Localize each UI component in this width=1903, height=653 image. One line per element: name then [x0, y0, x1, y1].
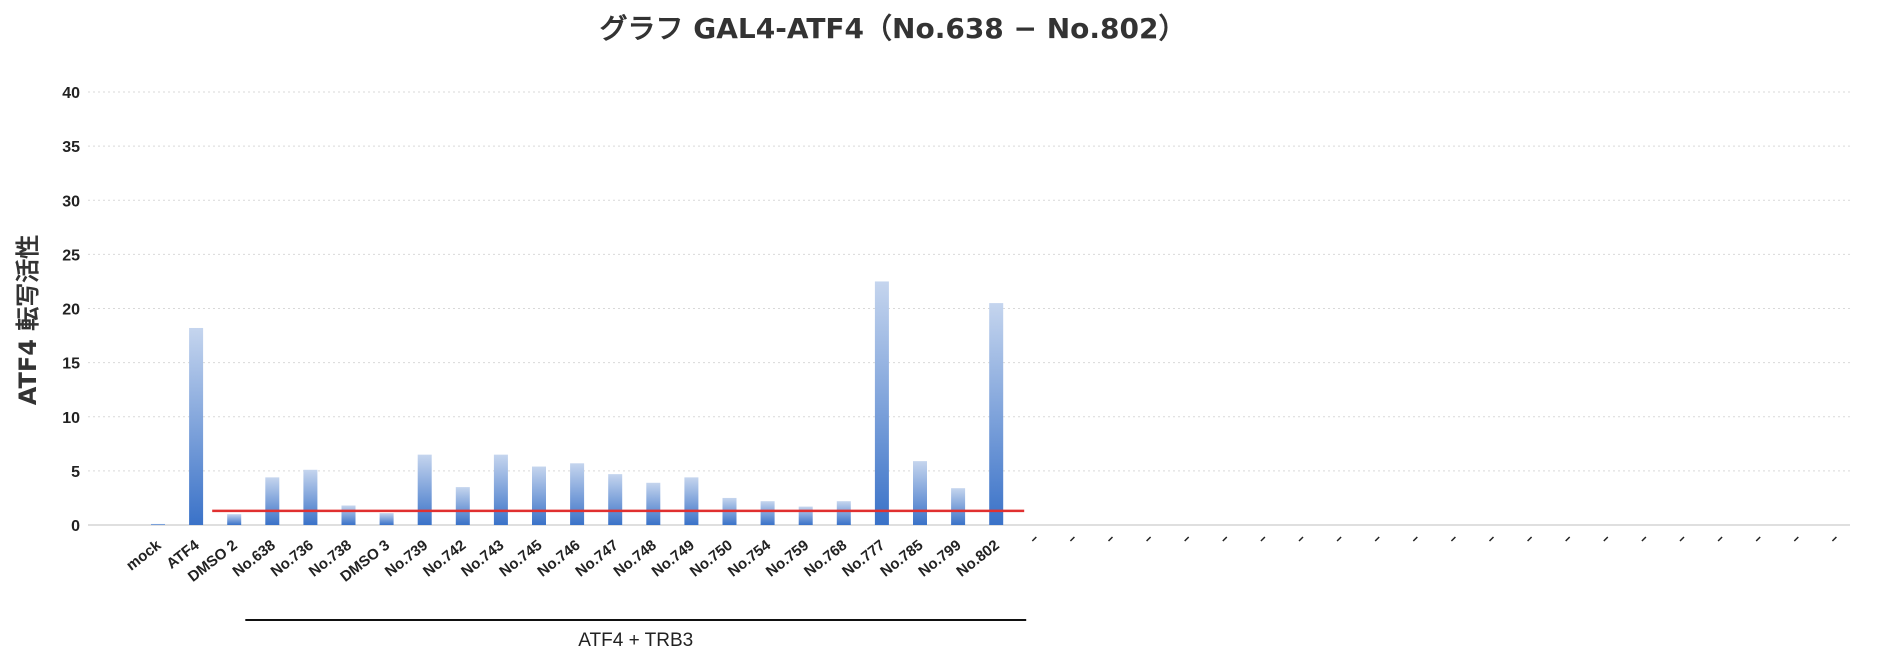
x-tick-mark: [1603, 536, 1609, 542]
x-tick-mark: [1146, 536, 1152, 542]
bar: [913, 461, 927, 525]
x-tick-label: No.743: [458, 537, 507, 581]
bars: [151, 281, 1004, 525]
x-tick-mark: [1412, 536, 1418, 542]
bar: [303, 469, 318, 525]
y-tick-label: 40: [62, 85, 80, 102]
x-tick-mark: [1069, 536, 1075, 542]
x-tick-mark: [1374, 536, 1380, 542]
x-tick-mark: [1679, 536, 1685, 542]
x-tick-mark: [1298, 536, 1304, 542]
bar: [151, 523, 165, 525]
x-tick-mark: [1031, 536, 1037, 542]
bar: [608, 474, 623, 525]
x-tick-label: No.768: [801, 537, 850, 581]
bar: [189, 327, 204, 525]
bar: [493, 454, 508, 525]
bar: [532, 466, 546, 525]
x-tick-mark: [1488, 536, 1495, 542]
y-tick-label: 5: [71, 464, 80, 481]
x-tick-mark: [1184, 536, 1190, 542]
x-tick-label: No.750: [687, 537, 736, 581]
grid-layer: [88, 91, 1850, 526]
y-tick-label: 20: [62, 302, 80, 319]
bar: [684, 477, 699, 525]
chart-title: グラフ GAL4-ATF4（No.638 − No.802）: [599, 12, 1186, 45]
bar: [951, 488, 966, 525]
x-tick-label: No.739: [382, 537, 431, 581]
y-tick-label: 0: [71, 518, 80, 535]
y-tick-label: 10: [62, 410, 80, 427]
y-axis-label: ATF4 転写活性: [14, 235, 42, 406]
x-tick-label: No.736: [268, 537, 317, 581]
x-tick-label: No.746: [534, 537, 583, 581]
bar: [227, 514, 242, 525]
x-tick-label: No.749: [649, 537, 698, 581]
bar: [798, 506, 813, 525]
bar: [989, 303, 1004, 525]
x-tick-label: No.748: [611, 537, 660, 581]
x-tick-mark: [1450, 536, 1456, 542]
x-tick-mark: [1527, 536, 1533, 542]
y-tick-label: 25: [62, 247, 80, 264]
x-tick-mark: [1717, 536, 1723, 542]
bar: [760, 501, 775, 525]
y-ticks: 0 5 10 15 20 25 30 35 40: [62, 85, 80, 535]
bar: [341, 505, 356, 525]
y-tick-label: 15: [62, 356, 80, 373]
bar: [417, 454, 432, 525]
x-tick-mark: [1107, 536, 1114, 542]
x-tick-mark: [1641, 536, 1647, 542]
x-tick-label: mock: [123, 536, 165, 574]
bar: [646, 482, 661, 525]
x-tick-mark: [1336, 536, 1342, 542]
x-tick-mark: [1222, 536, 1228, 542]
x-tick-label: No.802: [953, 537, 1002, 581]
bar: [570, 463, 585, 525]
x-tick-label: No.742: [420, 537, 469, 581]
x-tick-mark: [1755, 536, 1761, 542]
x-tick-label: No.747: [572, 537, 621, 581]
x-tick-label: No.799: [915, 537, 964, 581]
x-tick-label: No.777: [839, 537, 888, 581]
x-tick-label: No.745: [496, 537, 545, 581]
bar: [836, 501, 851, 525]
y-tick-label: 35: [62, 139, 80, 156]
x-tick-label: No.638: [230, 537, 279, 581]
y-tick-label: 30: [62, 193, 80, 210]
bar: [455, 487, 470, 525]
x-tick-mark: [1565, 536, 1571, 542]
x-tick-mark: [1260, 536, 1266, 542]
x-tick-label: No.759: [763, 537, 812, 581]
group-label: ATF4 + TRB3: [578, 630, 693, 651]
bar: [265, 477, 280, 525]
x-tick-mark: [1831, 536, 1837, 542]
bar: [379, 513, 394, 525]
bar: [874, 281, 889, 525]
x-tick-label: No.785: [877, 537, 926, 581]
x-tick-mark: [1793, 536, 1799, 542]
